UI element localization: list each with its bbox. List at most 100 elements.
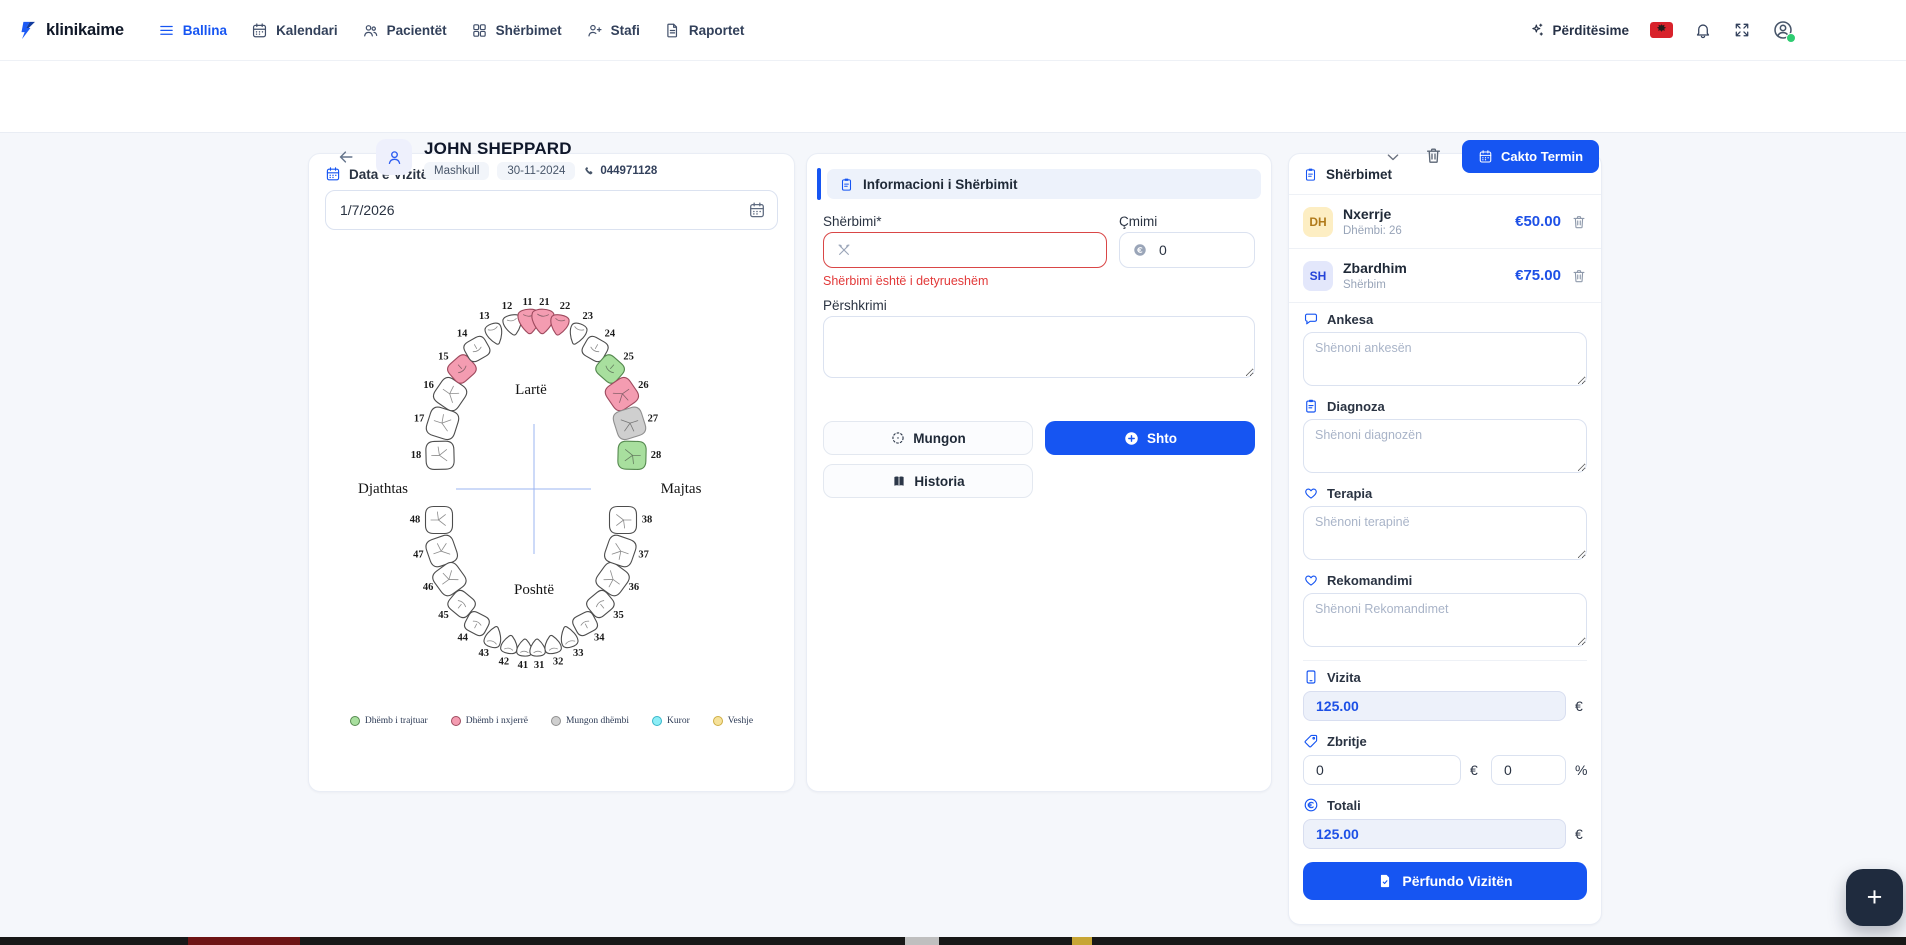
orientation-label-bottom: Poshtë xyxy=(514,582,554,598)
taskbar-segment xyxy=(905,937,939,945)
chart-legend: Dhëmb i trajtuar Dhëmb i nxjerrë Mungon dh… xyxy=(325,716,778,726)
tooth-24[interactable] xyxy=(580,334,610,364)
tooth-35-label: 35 xyxy=(613,610,624,621)
tooth-31[interactable] xyxy=(529,638,546,657)
tooth-34[interactable] xyxy=(571,610,600,638)
price-input-box xyxy=(1119,232,1255,268)
tooth-33[interactable] xyxy=(557,624,579,649)
tooth-26[interactable] xyxy=(602,375,641,414)
tooth-18[interactable] xyxy=(425,440,455,470)
tooth-46[interactable] xyxy=(430,560,469,599)
tooth-44[interactable] xyxy=(462,610,491,638)
note-section-diagnoza: Diagnoza xyxy=(1303,398,1587,478)
tooth-25[interactable] xyxy=(593,352,627,386)
nav-item-label: Shërbimet xyxy=(495,22,562,38)
legend-dot xyxy=(550,716,561,726)
tooth-37[interactable] xyxy=(602,533,638,569)
plus-circle-icon xyxy=(1123,430,1140,447)
brand-name: klinikaime xyxy=(46,20,124,39)
book-icon xyxy=(891,473,907,489)
service-name: Zbardhim xyxy=(1343,260,1407,276)
delete-service-icon[interactable] xyxy=(1571,268,1587,284)
finish-visit-button[interactable]: Përfundo Vizitën xyxy=(1303,862,1587,900)
tooth-48[interactable] xyxy=(424,505,454,535)
tooth-47[interactable] xyxy=(424,533,460,569)
total-label: Totali xyxy=(1327,797,1361,813)
person-icon xyxy=(385,148,404,167)
brand-logo-icon xyxy=(18,20,39,41)
delete-patient-icon[interactable] xyxy=(1424,146,1443,165)
nav-item-stafi[interactable]: Stafi xyxy=(586,22,640,39)
tooth-42[interactable] xyxy=(500,634,519,655)
discount-amount-input[interactable] xyxy=(1303,755,1461,785)
tooth-35[interactable] xyxy=(584,588,617,620)
back-button[interactable] xyxy=(336,147,356,167)
price-input[interactable] xyxy=(1157,241,1242,259)
tooth-15[interactable] xyxy=(445,352,479,386)
legend-item-veneer: Veshje xyxy=(712,716,753,726)
missing-tooth-button[interactable]: Mungon xyxy=(823,421,1033,455)
date-picker-icon[interactable] xyxy=(748,201,766,219)
tooth-27[interactable] xyxy=(611,405,647,441)
albania-flag-icon[interactable] xyxy=(1650,22,1673,38)
tooth-28[interactable] xyxy=(617,440,647,470)
brand-logo[interactable]: klinikaime xyxy=(18,20,124,41)
nav-item-kalendari[interactable]: Kalendari xyxy=(251,22,338,39)
user-avatar[interactable] xyxy=(1772,19,1796,43)
nav-item-pacientet[interactable]: Pacientët xyxy=(362,22,447,39)
diagnoza-label: Diagnoza xyxy=(1327,398,1385,414)
nav-item-raportet[interactable]: Raportet xyxy=(664,22,744,39)
terapia-textarea[interactable] xyxy=(1303,506,1587,560)
legend-dot xyxy=(349,716,360,726)
tooth-17[interactable] xyxy=(424,405,460,441)
discount-label: Zbritje xyxy=(1327,733,1367,749)
tooth-15-label: 15 xyxy=(438,351,449,362)
nav-item-sherbimet[interactable]: Shërbimet xyxy=(471,22,562,39)
tooth-21[interactable] xyxy=(531,308,555,335)
tooth-14[interactable] xyxy=(462,334,492,364)
euro-circle-icon xyxy=(1303,797,1319,813)
tooth-41[interactable] xyxy=(516,638,533,657)
rekomandimi-textarea[interactable] xyxy=(1303,593,1587,647)
diagnoza-textarea[interactable] xyxy=(1303,419,1587,473)
tooth-12[interactable] xyxy=(502,313,524,336)
tooth-11-label: 11 xyxy=(523,297,533,308)
description-textarea[interactable] xyxy=(823,316,1255,378)
delete-service-icon[interactable] xyxy=(1571,214,1587,230)
add-service-button[interactable]: Shto xyxy=(1045,421,1255,455)
discount-percent-input[interactable] xyxy=(1491,755,1566,785)
euro-coin-icon xyxy=(1132,242,1148,258)
add-fab-button[interactable]: + xyxy=(1846,869,1903,926)
tooth-43[interactable] xyxy=(483,624,505,649)
visit-date-input[interactable] xyxy=(325,190,778,230)
fullscreen-icon[interactable] xyxy=(1733,21,1751,39)
dental-chart: 18 17 16 15 14 13 12 11 21 22 23 24 25 26 27 28 48 47 46 45… xyxy=(358,297,702,671)
tooth-24-label: 24 xyxy=(605,328,616,339)
patient-avatar xyxy=(376,139,412,175)
tooth-16[interactable] xyxy=(431,375,470,414)
tooth-22[interactable] xyxy=(548,313,570,336)
legend-item-crown: Kuror xyxy=(652,716,690,726)
divider xyxy=(1303,660,1587,661)
updates-button[interactable]: Përditësime xyxy=(1529,22,1629,38)
patient-options-chevron-icon[interactable] xyxy=(1383,147,1403,167)
service-input-box xyxy=(823,232,1107,268)
tooth-18-label: 18 xyxy=(411,450,422,461)
history-button[interactable]: Historia xyxy=(823,464,1033,498)
top-nav: klinikaime Ballina Kalendari Pacientët Shër… xyxy=(0,0,1906,61)
tooth-36[interactable] xyxy=(593,560,632,599)
billing-section: Vizita 125.00 € Zbritje € % Totali 125 xyxy=(1289,661,1601,849)
service-info-card: Informacioni i Shërbimit Shërbimi* Shërb… xyxy=(806,153,1272,792)
tooth-45[interactable] xyxy=(445,588,478,620)
ankesa-textarea[interactable] xyxy=(1303,332,1587,386)
tooth-13[interactable] xyxy=(484,321,506,346)
service-input[interactable] xyxy=(861,241,1094,259)
euro-suffix: € xyxy=(1575,698,1583,714)
notifications-bell-icon[interactable] xyxy=(1694,21,1712,39)
price-label: Çmimi xyxy=(1119,214,1158,229)
schedule-appointment-button[interactable]: Cakto Termin xyxy=(1462,140,1600,173)
nav-item-ballina[interactable]: Ballina xyxy=(158,22,227,39)
tooth-38[interactable] xyxy=(608,505,638,535)
tooth-32[interactable] xyxy=(543,634,562,655)
tooth-23[interactable] xyxy=(566,321,588,346)
